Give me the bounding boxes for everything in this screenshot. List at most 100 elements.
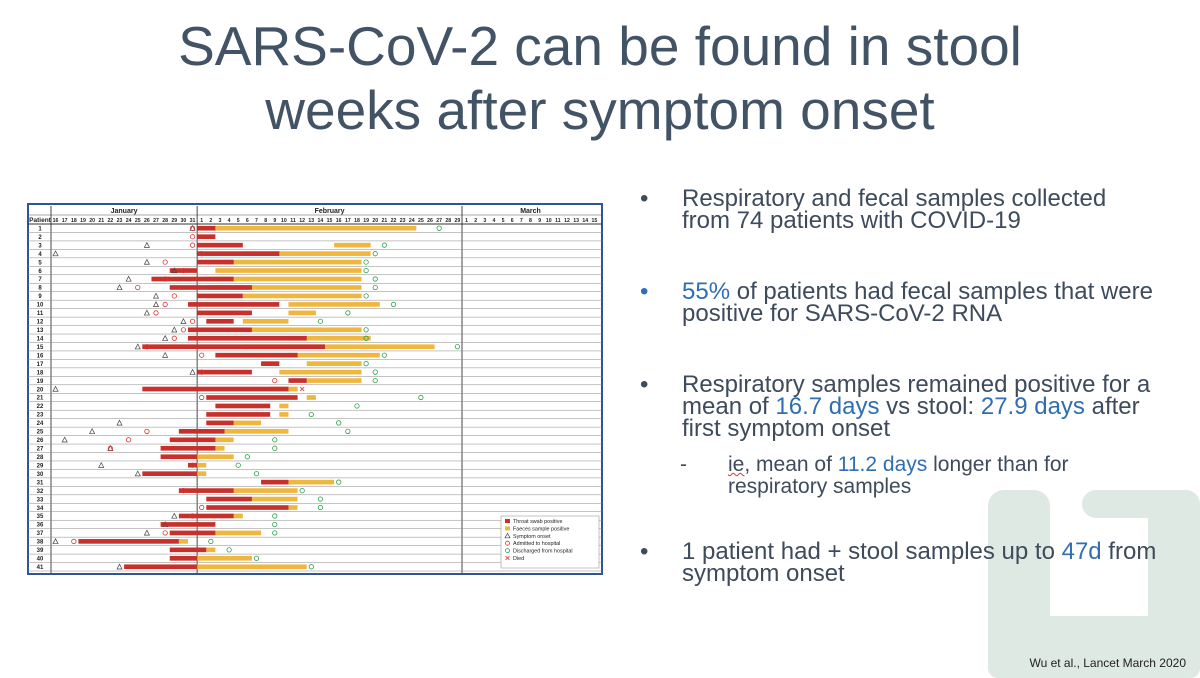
faeces-bar	[206, 547, 216, 553]
throat-bar	[169, 547, 207, 553]
admitted-marker	[189, 242, 196, 248]
bullet-marker: •	[640, 278, 649, 305]
day-tick-label: 3	[483, 218, 486, 224]
sub-marker: -	[680, 453, 687, 476]
day-tick-label: 5	[237, 218, 240, 224]
patient-header: Patient	[29, 217, 52, 224]
bullet-1: • Respiratory and fecal samples collecte…	[640, 185, 1160, 234]
patient-label: 4	[38, 252, 42, 258]
patient-label: 16	[37, 353, 44, 359]
day-tick-label: 20	[372, 218, 378, 224]
patient-label: 22	[37, 404, 44, 410]
symptom-onset-marker	[52, 538, 59, 544]
faeces-bar	[215, 225, 417, 231]
discharged-marker	[317, 496, 324, 502]
patient-label: 19	[37, 379, 44, 385]
discharged-marker	[363, 327, 369, 333]
faeces-bar	[206, 285, 362, 290]
throat-bar	[197, 310, 252, 316]
discharged-marker	[253, 471, 260, 477]
faeces-bar	[288, 505, 298, 510]
throat-bar	[169, 437, 216, 443]
symptom-onset-marker	[162, 334, 169, 341]
symptom-onset-marker	[125, 275, 132, 282]
throat-bar	[188, 335, 307, 341]
symptom-onset-marker	[189, 368, 196, 375]
throat-bar	[206, 420, 234, 426]
symptom-onset-marker	[171, 267, 178, 274]
title-line-1: SARS-CoV-2 can be found in stool	[178, 15, 1022, 77]
month-label: March	[520, 208, 541, 215]
patient-label: 23	[37, 413, 44, 419]
patient-label: 36	[37, 523, 44, 529]
day-tick-label: 10	[546, 218, 552, 224]
faeces-bar	[233, 420, 262, 426]
admitted-marker	[180, 327, 187, 333]
legend-item: Symptom onset	[504, 532, 551, 540]
patient-label: 29	[37, 463, 44, 469]
throat-bar	[178, 513, 234, 519]
patient-label: 10	[37, 303, 44, 309]
discharged-marker	[253, 555, 260, 561]
admitted-marker	[180, 487, 187, 494]
patient-label: 12	[37, 320, 44, 326]
throat-bar	[160, 522, 216, 527]
symptom-onset-marker	[143, 241, 150, 248]
bullet-3-text-c: after first symptom onset	[682, 393, 1140, 442]
highlight-resp-days: 16.7 days	[775, 393, 880, 420]
legend-item: Discharged from hospital	[505, 548, 573, 555]
faeces-bar	[197, 564, 307, 570]
throat-bar	[142, 386, 289, 392]
legend-label: Faeces sample positive	[513, 526, 569, 532]
bullet-1-text: Respiratory and fecal samples collected …	[682, 185, 1107, 234]
day-tick-label: 24	[409, 218, 415, 224]
discharged-marker	[208, 538, 214, 544]
discharged-marker	[272, 521, 278, 528]
faeces-bar	[306, 378, 362, 383]
legend-box	[500, 515, 600, 569]
admitted-marker	[189, 462, 196, 468]
legend-item: Died	[505, 555, 524, 562]
day-tick-label: 30	[181, 218, 187, 224]
throat-bar	[188, 462, 198, 468]
symptom-onset-marker	[89, 427, 96, 434]
day-tick-label: 4	[493, 218, 496, 224]
discharged-marker	[308, 411, 314, 418]
patient-label: 35	[37, 514, 44, 520]
patient-label: 30	[37, 472, 44, 478]
bullet-marker: •	[640, 371, 649, 398]
faeces-bar	[288, 352, 380, 358]
faeces-bar	[251, 327, 362, 333]
day-tick-label: 13	[308, 218, 314, 224]
throat-bar	[169, 285, 252, 290]
patient-label: 2	[38, 235, 42, 241]
throat-bar	[169, 555, 198, 561]
admitted-marker	[135, 284, 141, 291]
patient-label: 32	[37, 489, 44, 495]
symptom-onset-marker	[143, 529, 150, 536]
admitted-marker	[199, 504, 205, 511]
symptom-onset-marker	[171, 512, 178, 519]
bullet-list: • Respiratory and fecal samples collecte…	[640, 185, 1160, 586]
admitted-marker	[189, 225, 196, 231]
patient-label: 31	[37, 480, 44, 486]
patient-label: 33	[37, 497, 44, 503]
patient-label: 9	[38, 294, 42, 300]
discharged-marker	[299, 487, 305, 494]
throat-bar	[178, 429, 225, 434]
faeces-bar	[251, 496, 298, 502]
faeces-bar	[279, 403, 289, 409]
admitted-marker	[71, 538, 77, 544]
symptom-onset-marker	[134, 343, 141, 350]
throat-bar	[206, 395, 298, 400]
discharged-marker	[372, 276, 378, 282]
symptom-onset-marker	[52, 385, 59, 392]
slide-title: SARS-CoV-2 can be found in stool weeks a…	[0, 14, 1200, 142]
throat-bar	[197, 242, 243, 248]
day-tick-label: 21	[98, 218, 104, 224]
day-tick-label: 18	[71, 218, 77, 224]
day-tick-label: 15	[592, 218, 598, 224]
throat-bar	[261, 361, 280, 366]
faeces-bar	[215, 268, 362, 273]
throat-bar	[142, 344, 325, 350]
